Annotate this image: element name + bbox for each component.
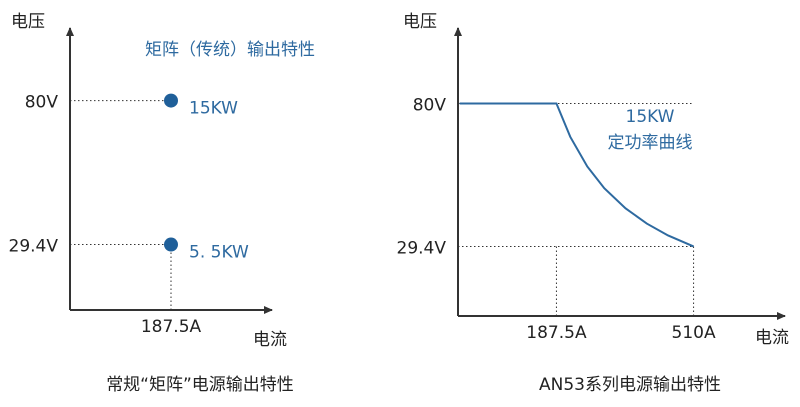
y-tick-label: 29.4V — [9, 237, 59, 257]
power-curve — [459, 102, 694, 248]
y-axis-label: 电压 — [11, 12, 45, 32]
y-axis-label: 电压 — [403, 12, 437, 32]
y-tick-label: 29.4V — [397, 238, 447, 258]
annotation: 定功率曲线 — [608, 133, 693, 153]
y-tick-label: 80V — [25, 93, 59, 113]
caption: 常规“矩阵”电源输出特性 — [106, 375, 294, 395]
y-tick-label: 80V — [413, 95, 447, 115]
caption: AN53系列电源输出特性 — [539, 375, 721, 395]
point-label: 15KW — [189, 99, 238, 119]
x-axis-label: 电流 — [755, 328, 789, 348]
annotation: 矩阵（传统）输出特性 — [145, 40, 315, 60]
annotation: 15KW — [626, 107, 675, 127]
x-tick-label: 187.5A — [526, 323, 587, 343]
x-tick-label: 187.5A — [141, 317, 202, 337]
x-axis-label: 电流 — [253, 330, 287, 350]
point — [164, 93, 178, 108]
x-tick-label: 510A — [672, 323, 716, 343]
point-label: 5. 5KW — [189, 243, 249, 263]
point — [164, 237, 178, 252]
